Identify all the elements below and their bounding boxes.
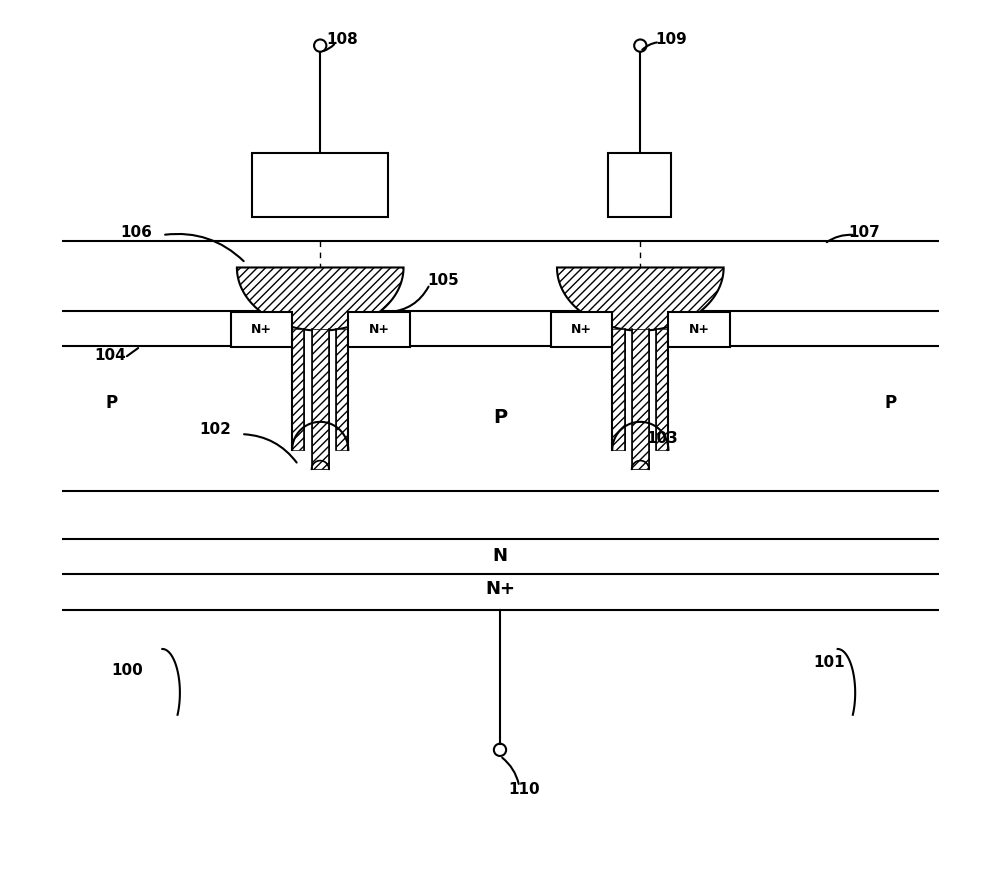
- Polygon shape: [237, 267, 404, 331]
- Text: N+: N+: [251, 324, 272, 336]
- Text: N+: N+: [485, 581, 515, 598]
- FancyBboxPatch shape: [252, 153, 388, 217]
- Text: 101: 101: [813, 654, 845, 670]
- Text: 103: 103: [646, 431, 678, 446]
- FancyBboxPatch shape: [608, 153, 671, 217]
- Text: 102: 102: [199, 422, 231, 438]
- Polygon shape: [292, 329, 348, 450]
- Text: 106: 106: [120, 225, 152, 240]
- Text: 109: 109: [655, 32, 687, 47]
- Text: 110: 110: [509, 781, 540, 797]
- Text: N+: N+: [368, 324, 389, 336]
- Text: 107: 107: [848, 225, 880, 240]
- FancyBboxPatch shape: [348, 312, 410, 347]
- Polygon shape: [612, 329, 668, 450]
- Polygon shape: [312, 460, 329, 469]
- Text: 100: 100: [111, 663, 143, 679]
- Polygon shape: [632, 329, 649, 469]
- Text: N+: N+: [689, 324, 710, 336]
- Polygon shape: [612, 329, 625, 450]
- Text: P: P: [105, 395, 118, 412]
- FancyBboxPatch shape: [551, 312, 612, 347]
- FancyBboxPatch shape: [668, 312, 730, 347]
- Polygon shape: [292, 329, 304, 450]
- Text: 105: 105: [427, 273, 459, 289]
- Text: 104: 104: [94, 347, 126, 363]
- Polygon shape: [557, 267, 724, 331]
- Polygon shape: [632, 460, 649, 469]
- Polygon shape: [656, 329, 668, 450]
- Text: P: P: [884, 395, 896, 412]
- Polygon shape: [336, 329, 348, 450]
- Text: P: P: [493, 408, 507, 427]
- Text: N+: N+: [571, 324, 592, 336]
- Polygon shape: [312, 329, 329, 469]
- Text: 108: 108: [326, 32, 358, 47]
- Text: N: N: [492, 547, 508, 565]
- FancyBboxPatch shape: [231, 312, 292, 347]
